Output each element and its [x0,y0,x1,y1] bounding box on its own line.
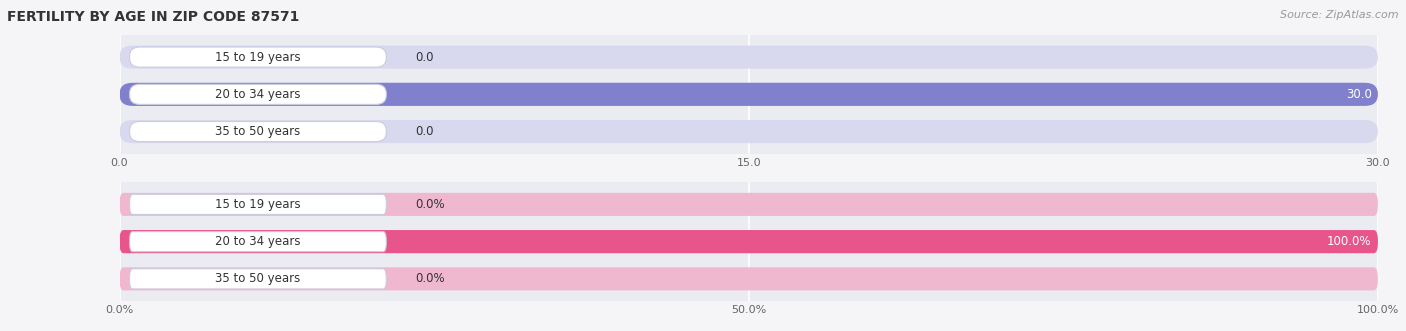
FancyBboxPatch shape [120,193,1378,216]
Text: 15 to 19 years: 15 to 19 years [215,51,301,64]
Text: 0.0%: 0.0% [415,272,444,285]
FancyBboxPatch shape [129,47,387,67]
Text: Source: ZipAtlas.com: Source: ZipAtlas.com [1281,10,1399,20]
FancyBboxPatch shape [129,194,387,214]
Text: 0.0: 0.0 [415,51,433,64]
FancyBboxPatch shape [120,267,1378,290]
Text: 20 to 34 years: 20 to 34 years [215,235,301,248]
FancyBboxPatch shape [120,230,1378,253]
Text: 20 to 34 years: 20 to 34 years [215,88,301,101]
Text: 15 to 19 years: 15 to 19 years [215,198,301,211]
Text: 0.0%: 0.0% [415,198,444,211]
FancyBboxPatch shape [120,120,1378,143]
Text: 30.0: 30.0 [1346,88,1372,101]
Text: 35 to 50 years: 35 to 50 years [215,125,301,138]
FancyBboxPatch shape [129,269,387,289]
FancyBboxPatch shape [129,121,387,142]
Text: FERTILITY BY AGE IN ZIP CODE 87571: FERTILITY BY AGE IN ZIP CODE 87571 [7,10,299,24]
FancyBboxPatch shape [120,46,1378,69]
Text: 35 to 50 years: 35 to 50 years [215,272,301,285]
FancyBboxPatch shape [129,84,387,104]
Text: 100.0%: 100.0% [1327,235,1372,248]
FancyBboxPatch shape [120,83,1378,106]
FancyBboxPatch shape [129,232,387,252]
FancyBboxPatch shape [120,230,1378,253]
Text: 0.0: 0.0 [415,125,433,138]
FancyBboxPatch shape [120,83,1378,106]
